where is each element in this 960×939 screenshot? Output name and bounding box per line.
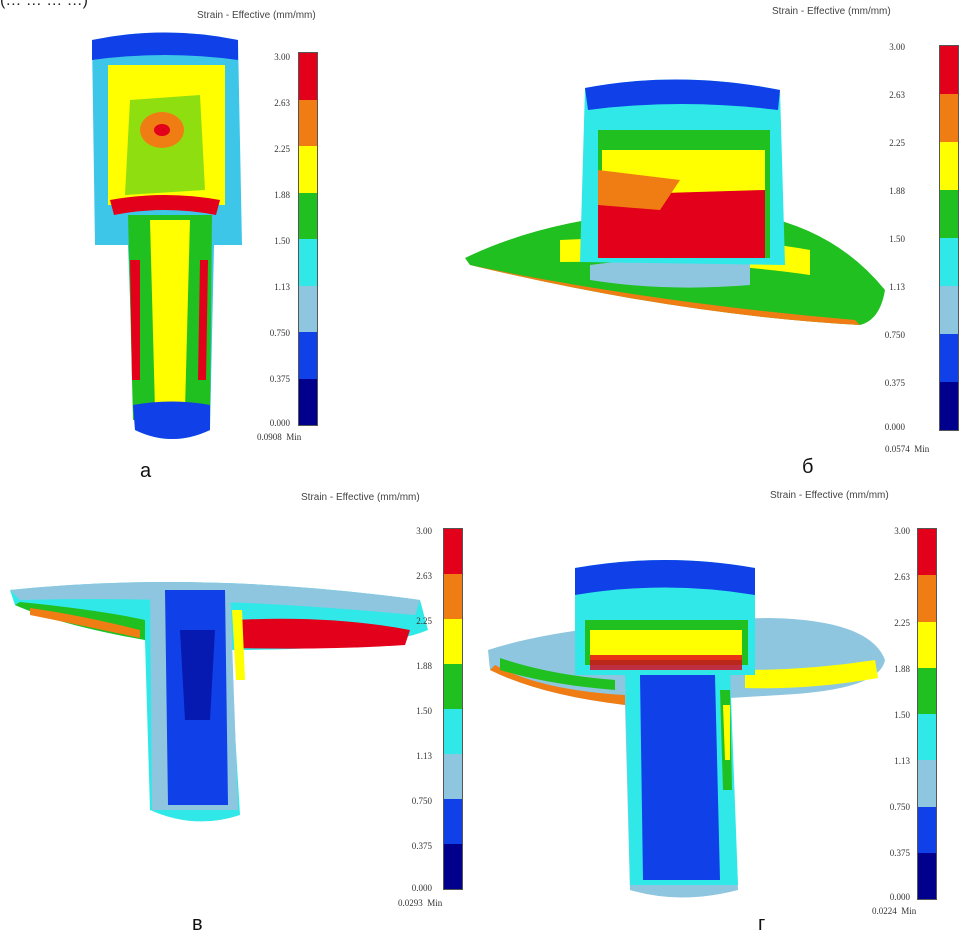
color-segment (918, 807, 936, 853)
color-segment (444, 754, 462, 799)
legend-ticks: 3.00 2.63 2.25 1.88 1.50 1.13 0.750 0.37… (250, 52, 290, 422)
color-segment (444, 574, 462, 619)
color-segment (299, 100, 317, 147)
color-segment (299, 332, 317, 379)
color-segment (940, 142, 958, 190)
color-segment (299, 379, 317, 426)
color-segment (918, 853, 936, 899)
min-value: 0.0224 Min (872, 906, 916, 916)
min-value: 0.0574 Min (885, 444, 929, 454)
color-segment (918, 622, 936, 668)
color-segment (940, 46, 958, 94)
part-model-a (0, 0, 480, 470)
color-segment (444, 799, 462, 844)
legend-title: Strain - Effective (mm/mm) (772, 6, 891, 17)
panel-v: Strain - Effective (mm/mm) 3.00 2.63 2.2… (0, 480, 480, 939)
panel-b: Strain - Effective (mm/mm) 3.00 2.63 2.2… (480, 0, 960, 480)
color-segment (299, 193, 317, 240)
color-segment (918, 760, 936, 806)
color-segment (918, 529, 936, 575)
panel-letter-b: б (802, 456, 813, 479)
legend-ticks: 3.00 2.63 2.25 1.88 1.50 1.13 0.750 0.37… (870, 526, 910, 896)
color-segment (918, 668, 936, 714)
legend-ticks: 3.00 2.63 2.25 1.88 1.50 1.13 0.750 0.37… (392, 526, 432, 886)
color-segment (918, 714, 936, 760)
min-value: 0.0293 Min (398, 898, 442, 908)
panel-letter-g: г (758, 913, 765, 936)
legend-title: Strain - Effective (mm/mm) (301, 492, 420, 503)
color-segment (918, 575, 936, 621)
color-segment (299, 146, 317, 193)
min-value: 0.0908 Min (257, 432, 301, 442)
color-segment (940, 334, 958, 382)
color-segment (444, 529, 462, 574)
panel-letter-v: в (192, 913, 203, 936)
panel-g: Strain - Effective (mm/mm) 3.00 2.63 2.2… (480, 480, 960, 939)
color-segment (940, 190, 958, 238)
color-segment (444, 844, 462, 889)
color-segment (940, 382, 958, 430)
color-scale-bar (298, 52, 318, 426)
color-segment (444, 709, 462, 754)
legend-title: Strain - Effective (mm/mm) (197, 10, 316, 21)
legend-ticks: 3.00 2.63 2.25 1.88 1.50 1.13 0.750 0.37… (865, 42, 905, 427)
color-segment (940, 286, 958, 334)
color-scale-bar (939, 45, 959, 431)
color-segment (444, 664, 462, 709)
panel-a: Strain - Effective (mm/mm) 3.00 2.63 2.2… (0, 0, 480, 480)
color-segment (299, 286, 317, 333)
color-segment (940, 94, 958, 142)
color-scale-bar (917, 528, 937, 900)
color-segment (444, 619, 462, 664)
color-segment (299, 239, 317, 286)
color-segment (299, 53, 317, 100)
color-scale-bar (443, 528, 463, 890)
legend-title: Strain - Effective (mm/mm) (770, 490, 889, 501)
color-segment (940, 238, 958, 286)
